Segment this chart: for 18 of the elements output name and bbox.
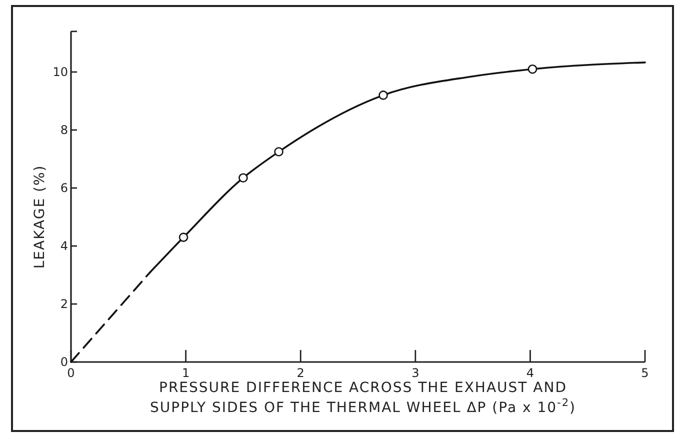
x-tick-label: 2 xyxy=(296,366,304,380)
y-tick-label: 4 xyxy=(60,239,68,253)
point xyxy=(274,147,284,156)
y-tick-label: 10 xyxy=(52,65,68,79)
x-tick-label: 5 xyxy=(641,366,649,380)
point xyxy=(238,173,248,182)
point xyxy=(528,64,538,74)
y-axis-title: LEAKAGE (%) xyxy=(32,164,48,269)
x-tick-label: 4 xyxy=(526,366,534,380)
y-tick-label: 6 xyxy=(60,181,68,195)
x-tick-label: 3 xyxy=(412,366,420,380)
x-axis-title: PRESSURE DIFFERENCE ACROSS THE EXHAUST AND SUPPLY SIDES OF THE THERMAL WHEEL ΔP (Pa x 10$^{-2}$) xyxy=(150,380,576,416)
y-tick-label: 0 xyxy=(60,355,68,369)
y-tick-label: 8 xyxy=(60,123,68,137)
y-tick-label: 2 xyxy=(60,297,68,311)
point xyxy=(378,90,388,100)
x-tick-label: 1 xyxy=(182,366,190,380)
point xyxy=(178,232,188,242)
